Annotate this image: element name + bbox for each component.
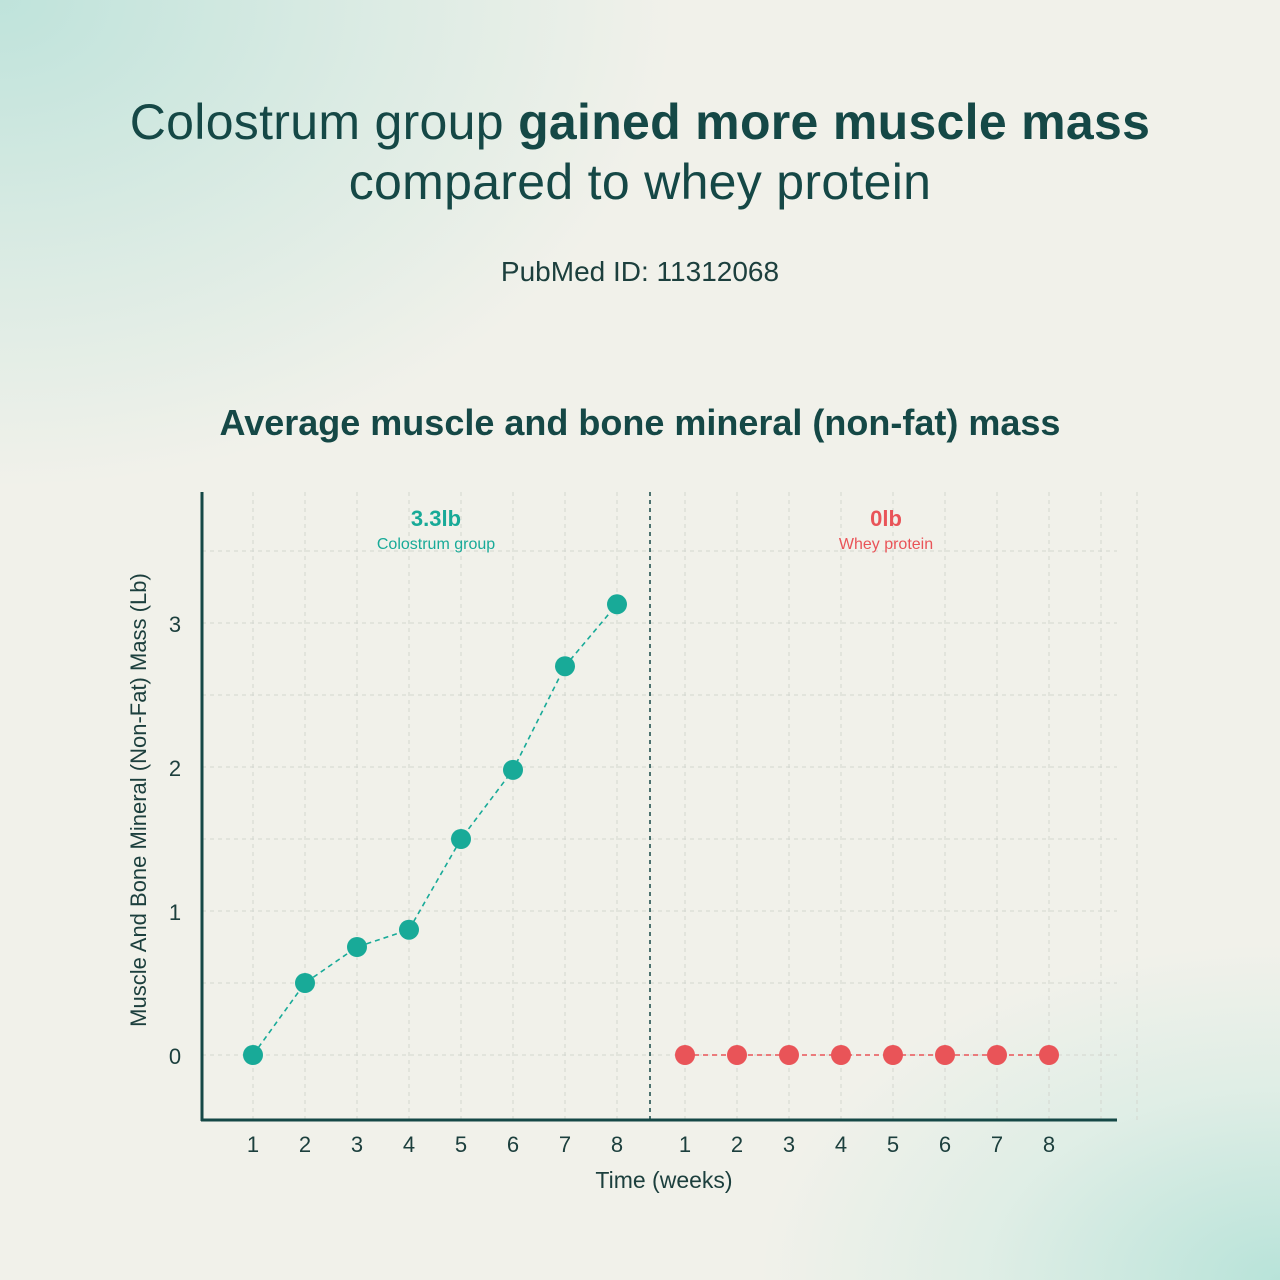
- headline-regular: Colostrum group: [129, 94, 519, 150]
- data-point: [451, 829, 471, 849]
- x-tick-label: 1: [679, 1132, 691, 1157]
- panel-series-label: Whey protein: [839, 536, 933, 553]
- data-point: [1039, 1045, 1059, 1065]
- chart-title: Average muscle and bone mineral (non-fat…: [219, 402, 1061, 443]
- grid-lines: [202, 492, 1138, 1120]
- x-tick-label: 6: [507, 1132, 519, 1157]
- x-tick-label: 3: [351, 1132, 363, 1157]
- headline: Colostrum group gained more muscle mass …: [0, 92, 1280, 212]
- x-tick-label: 6: [939, 1132, 951, 1157]
- data-point: [295, 973, 315, 993]
- data-point: [935, 1045, 955, 1065]
- data-point: [347, 937, 367, 957]
- x-tick-label: 5: [887, 1132, 899, 1157]
- panel-total-label: 0lb: [870, 506, 902, 531]
- headline-line-2: compared to whey protein: [348, 154, 932, 210]
- data-point: [607, 594, 627, 615]
- x-axis-label: Time (weeks): [595, 1167, 732, 1193]
- data-point: [243, 1045, 263, 1065]
- y-tick-label: 3: [169, 612, 181, 637]
- x-tick-label: 8: [1043, 1132, 1055, 1157]
- x-tick-label: 2: [299, 1132, 311, 1157]
- data-point: [883, 1045, 903, 1065]
- data-point: [727, 1045, 747, 1065]
- data-point: [399, 919, 419, 940]
- data-point: [987, 1045, 1007, 1065]
- x-tick-label: 5: [455, 1132, 467, 1157]
- x-tick-label: 1: [247, 1132, 259, 1157]
- x-tick-label: 8: [611, 1132, 623, 1157]
- panel-series-label: Colostrum group: [377, 536, 495, 553]
- y-tick-label: 2: [169, 756, 181, 781]
- y-axis-label: Muscle And Bone Mineral (Non-Fat) Mass (…: [126, 573, 151, 1027]
- data-point: [831, 1045, 851, 1065]
- series-line: [252, 603, 618, 1056]
- x-tick-label: 4: [403, 1132, 415, 1157]
- x-tick-label: 7: [991, 1132, 1003, 1157]
- x-tick-label: 4: [835, 1132, 847, 1157]
- pubmed-id: PubMed ID: 11312068: [500, 256, 780, 287]
- data-point: [779, 1045, 799, 1065]
- data-point: [555, 656, 575, 677]
- data-point: [503, 759, 523, 780]
- x-tick-label: 3: [783, 1132, 795, 1157]
- y-tick-label: 0: [169, 1044, 181, 1069]
- headline-line-1: Colostrum group gained more muscle mass: [0, 92, 1280, 152]
- x-tick-label: 7: [559, 1132, 571, 1157]
- headline-bold: gained more muscle mass: [518, 94, 1151, 150]
- data-point: [675, 1045, 695, 1065]
- y-tick-label: 1: [169, 900, 181, 925]
- x-tick-label: 2: [731, 1132, 743, 1157]
- panel-total-label: 3.3lb: [411, 506, 461, 531]
